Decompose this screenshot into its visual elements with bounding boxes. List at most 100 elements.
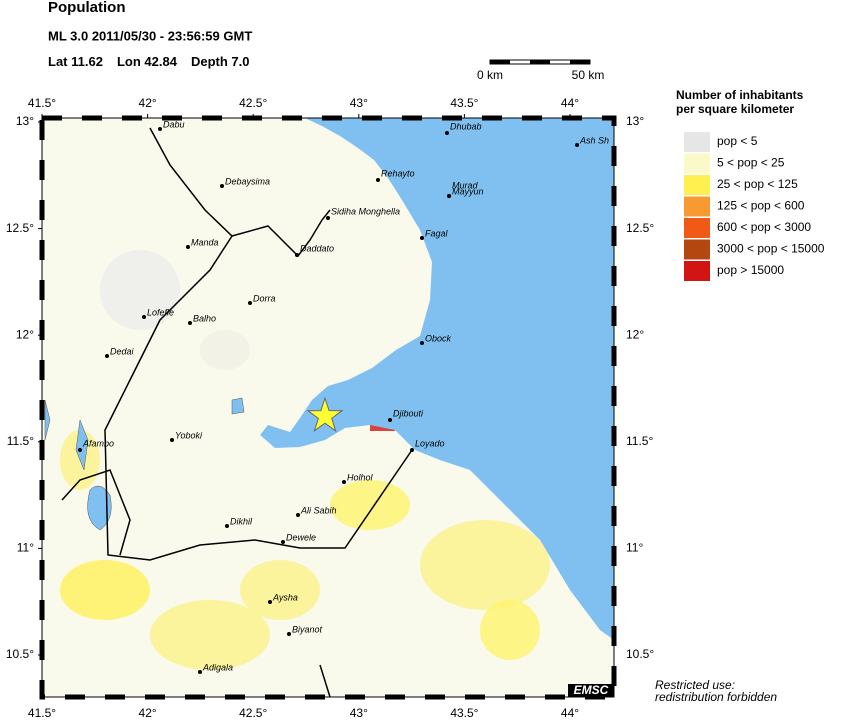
place-label: Dikhil [230, 516, 253, 526]
place-label: Afambo [82, 438, 114, 448]
lon-tick-label: 43° [350, 96, 368, 110]
place-dot [170, 438, 174, 442]
place-label: Mayyun [452, 186, 484, 196]
lat-tick-label: 11° [626, 541, 643, 555]
place-label: Dorra [253, 293, 276, 303]
lon-tick-label: 43.5° [450, 706, 478, 720]
legend-swatch [684, 218, 710, 238]
place-label: Sidiha Monghella [331, 206, 400, 216]
place-dot [342, 480, 346, 484]
legend-swatch [684, 132, 710, 152]
event: ML 3.0 2011/05/30 - 23:56:59 GMT [48, 28, 252, 43]
lat-tick-label: 10.5° [6, 647, 34, 661]
scale-start: 0 km [477, 68, 503, 82]
lon-tick-label: 41.5° [28, 96, 56, 110]
legend-title: per square kilometer [676, 102, 794, 116]
place-dot [376, 178, 380, 182]
populated-area [330, 480, 410, 530]
place-label: Lofefle [147, 307, 174, 317]
legend-title: Number of inhabitants [676, 88, 804, 102]
place-label: Aysha [272, 592, 298, 602]
lon-tick-label: 41.5° [28, 706, 56, 720]
legend-label: 125 < pop < 600 [717, 199, 805, 213]
lon-tick-label: 43° [350, 706, 368, 720]
title: Population [48, 0, 126, 16]
populated-area [480, 600, 540, 660]
place-label: Ali Sabih [300, 505, 337, 515]
scale-end: 50 km [572, 68, 605, 82]
place-label: Dhubab [450, 121, 482, 131]
populated-area [100, 250, 180, 330]
legend-swatch [684, 239, 710, 260]
place-dot [198, 670, 202, 674]
lon-tick-label: 42° [139, 96, 157, 110]
logo: EMSC [574, 683, 609, 697]
border [149, 127, 331, 258]
sea [260, 118, 614, 640]
place-dot [105, 354, 109, 358]
place-dot [295, 253, 299, 257]
lon-tick-label: 42.5° [239, 706, 267, 720]
place-dot [220, 184, 224, 188]
lat-label: Lat [48, 54, 68, 69]
place-dot [188, 321, 192, 325]
place-label: Daddato [300, 243, 334, 253]
place-dot [420, 341, 424, 345]
place-dot [268, 600, 272, 604]
map: 41.5° 41.5° 42° 42° 42.5° 42.5° 43° 43° 43.5° 43.… [6, 96, 655, 720]
place-dot [410, 448, 414, 452]
lat-tick-label: 10.5° [626, 647, 654, 661]
place-dot [447, 194, 451, 198]
place-dot [142, 315, 146, 319]
location: Lat 11.62 Lon 42.84 Depth 7.0 [48, 54, 250, 69]
lon-tick-label: 43.5° [450, 96, 478, 110]
border [104, 235, 413, 561]
lake [87, 485, 112, 531]
border [319, 664, 331, 698]
legend-label: pop < 5 [717, 134, 758, 148]
place-label: Manda [191, 237, 219, 247]
legend-swatch [684, 196, 710, 217]
legend-label: pop > 15000 [717, 263, 784, 277]
lat-tick-label: 12° [626, 327, 644, 341]
lat-tick-label: 11° [17, 541, 34, 555]
lake [75, 419, 89, 471]
place-dot [287, 632, 291, 636]
footer-line: Restricted use: [655, 678, 735, 692]
populated-area [240, 560, 320, 620]
place-label: Yoboki [175, 430, 203, 440]
place-dot [281, 540, 285, 544]
lat-tick-label: 12.5° [6, 221, 34, 235]
lat-tick-label: 12.5° [626, 221, 654, 235]
place-dot [420, 236, 424, 240]
place-label: Rehayto [381, 168, 415, 178]
lat-tick-label: 11.5° [7, 434, 34, 448]
legend-label: 25 < pop < 125 [717, 177, 798, 191]
lat-tick-label: 13° [626, 114, 644, 128]
populated-area [150, 600, 270, 670]
place-dot [248, 301, 252, 305]
legend-swatch [684, 261, 710, 281]
place-label: Balho [193, 313, 216, 323]
place-dot [575, 143, 579, 147]
place-dot [158, 127, 162, 131]
place-label: Dabu [163, 119, 185, 129]
place-label: Loyado [415, 438, 445, 448]
lat: 11.62 [71, 54, 103, 69]
place-dot [388, 418, 392, 422]
populated-area [420, 520, 550, 610]
place-label: Biyanot [292, 624, 323, 634]
lon-tick-label: 44° [561, 706, 579, 720]
place-label: Ash Sh [579, 135, 609, 145]
lake [44, 399, 51, 441]
lon-tick-label: 42° [139, 706, 157, 720]
logo-bg [568, 684, 614, 697]
legend-label: 5 < pop < 25 [717, 156, 785, 170]
footer-line: redistribution forbidden [655, 690, 777, 704]
epicenter [306, 396, 344, 433]
lake [231, 397, 245, 415]
populated-area [200, 330, 250, 370]
scale-bar [489, 59, 591, 65]
